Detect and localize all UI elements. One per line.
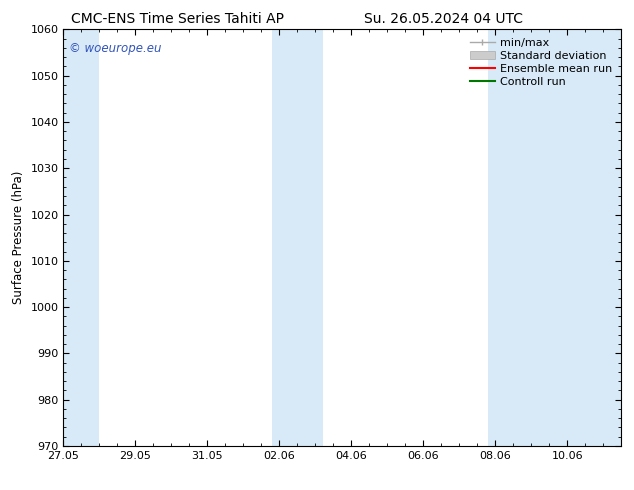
Bar bbox=[272, 29, 323, 446]
Text: Su. 26.05.2024 04 UTC: Su. 26.05.2024 04 UTC bbox=[365, 12, 523, 26]
Y-axis label: Surface Pressure (hPa): Surface Pressure (hPa) bbox=[12, 171, 25, 304]
Legend: min/max, Standard deviation, Ensemble mean run, Controll run: min/max, Standard deviation, Ensemble me… bbox=[467, 35, 616, 90]
Bar bbox=[488, 29, 621, 446]
Text: CMC-ENS Time Series Tahiti AP: CMC-ENS Time Series Tahiti AP bbox=[71, 12, 284, 26]
Title: CMC-ENS Time Series Tahiti AP        Su. 26.05.2024 04 UTC: CMC-ENS Time Series Tahiti AP Su. 26.05.… bbox=[0, 489, 1, 490]
Text: © woeurope.eu: © woeurope.eu bbox=[69, 42, 162, 55]
Bar bbox=[63, 29, 100, 446]
